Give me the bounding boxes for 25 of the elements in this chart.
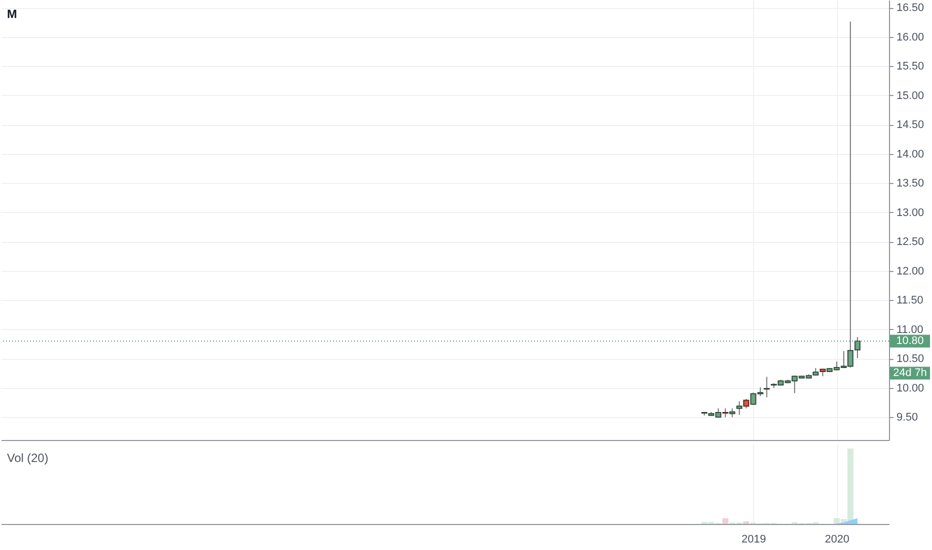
- y-tick-label: 10.50: [896, 353, 924, 366]
- y-tick-label: 13.50: [896, 178, 924, 190]
- text: 24d 7h: [893, 367, 927, 380]
- y-tick-label: 9.50: [896, 412, 918, 424]
- y-tick-label: 11.50: [896, 294, 924, 307]
- x-tick-label: 2020: [824, 534, 850, 546]
- candlestick: [764, 376, 770, 398]
- y-tick-label: 15.50: [896, 60, 924, 73]
- x-tick-label: 2019: [742, 534, 766, 546]
- y-tick-label: 10.00: [896, 382, 924, 394]
- candlestick: [743, 398, 750, 409]
- y-tick-label: 14.50: [896, 119, 924, 132]
- y-tick-label: 13.00: [896, 206, 924, 219]
- y-tick-label: 12.50: [896, 236, 924, 248]
- y-tick-label: 12.00: [896, 265, 924, 278]
- y-tick-label: 11.00: [896, 324, 924, 336]
- y-tick-label: 14.00: [896, 148, 924, 160]
- text: M: [7, 7, 17, 21]
- chart-title: Vol (20): [7, 451, 48, 465]
- y-tick-label: 15.00: [896, 90, 924, 102]
- candlestick: [736, 400, 742, 416]
- ref-line-label: 10.80: [896, 335, 924, 348]
- bar: [722, 518, 728, 524]
- y-tick-label: 16.50: [896, 2, 924, 14]
- y-tick-label: 16.00: [896, 31, 924, 44]
